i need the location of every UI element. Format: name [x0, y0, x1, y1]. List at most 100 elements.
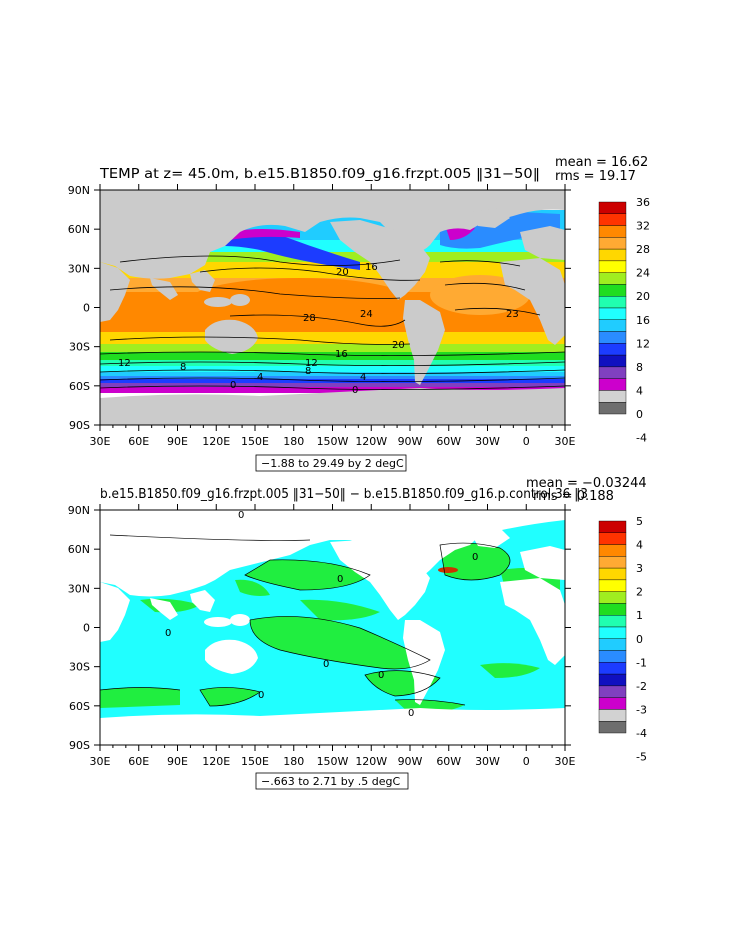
- panel2-contours: [100, 534, 511, 707]
- colorbar-label: 12: [636, 337, 650, 350]
- panel1-range-box: [255, 454, 407, 472]
- colorbar-swatch: [598, 544, 627, 557]
- x-tick-label: 60W: [436, 435, 461, 448]
- colorbar-swatch: [598, 284, 627, 297]
- colorbar-label: 0: [636, 633, 643, 646]
- colorbar-label: 1: [636, 609, 643, 622]
- y-tick-label: 60N: [68, 223, 90, 236]
- panel2-map: 0 0 0 0 0 0 0 0: [100, 510, 565, 745]
- colorbar-swatch: [598, 673, 627, 687]
- y-tick-label: 90N: [68, 504, 90, 517]
- y-tick-label: 60N: [68, 543, 90, 556]
- colorbar-swatch: [598, 248, 627, 262]
- contour-label: 16: [335, 349, 348, 360]
- y-tick-label: 90S: [69, 739, 90, 752]
- contour-label: 0: [230, 380, 236, 391]
- colorbar-swatch: [598, 201, 627, 214]
- panel2-title: b.e15.B1850.f09_g16.frzpt.005 ‖31−50‖ − …: [100, 487, 588, 502]
- x-tick-label: 30E: [90, 755, 111, 768]
- colorbar-swatch: [598, 390, 627, 403]
- colorbar-swatch: [598, 579, 627, 592]
- x-tick-label: 90W: [398, 755, 423, 768]
- contour-label: 8: [180, 362, 186, 373]
- x-tick-label: 60W: [436, 755, 461, 768]
- contour-label: 28: [303, 313, 316, 324]
- contour-label: 12: [118, 358, 131, 369]
- colorbar-swatch: [598, 225, 627, 238]
- colorbar-label: -4: [636, 432, 647, 445]
- y-tick-label: 30N: [68, 262, 90, 275]
- panel1-map: 16 20 28 24 20 16 12 8 4 0 0 23 12 8 4: [100, 190, 565, 425]
- contour-label: 0: [408, 708, 414, 719]
- colorbar-label: -2: [636, 680, 647, 693]
- contour-label: 12: [305, 358, 318, 369]
- colorbar-label: -4: [636, 727, 647, 740]
- y-tick-label: 60S: [69, 380, 90, 393]
- panel2-land: [100, 510, 565, 745]
- colorbar-swatch: [598, 567, 627, 581]
- x-tick-label: 120E: [202, 435, 230, 448]
- contour-label: 0: [337, 574, 343, 585]
- colorbar-label: 0: [636, 408, 643, 421]
- y-tick-label: 30S: [69, 661, 90, 674]
- x-tick-label: 90E: [167, 755, 188, 768]
- contour-label: 23: [506, 309, 519, 320]
- contour-label: 0: [323, 659, 329, 670]
- panel-difference: b.e15.B1850.f09_g16.frzpt.005 ‖31−50‖ − …: [68, 476, 647, 790]
- x-tick-label: 180: [283, 755, 304, 768]
- contour-label: 0: [472, 552, 478, 563]
- x-tick-label: 150W: [317, 755, 349, 768]
- colorbar-label: 24: [636, 267, 650, 280]
- panel2-contour-labels: 0 0 0 0 0 0 0 0: [165, 510, 478, 719]
- panel1-title: TEMP at z= 45.0m, b.e15.B1850.f09_g16.fr…: [99, 167, 540, 182]
- colorbar-label: 20: [636, 290, 650, 303]
- contour-label: 0: [352, 385, 358, 396]
- colorbar-swatch: [598, 721, 627, 734]
- contour-label: 20: [336, 267, 349, 278]
- panel1-mean: mean = 16.62: [555, 155, 648, 170]
- y-tick-label: 30S: [69, 341, 90, 354]
- y-tick-label: 0: [83, 302, 90, 315]
- contour-label: 0: [378, 670, 384, 681]
- panel2-range-box: [255, 772, 409, 790]
- contour-label: 20: [392, 340, 405, 351]
- contour-label: 0: [238, 510, 244, 521]
- x-tick-label: 30E: [555, 755, 576, 768]
- colorbar-swatch: [598, 697, 627, 710]
- colorbar-swatch: [598, 591, 627, 604]
- colorbar-label: 4: [636, 384, 643, 397]
- colorbar-swatch: [598, 662, 627, 675]
- x-tick-label: 0: [523, 435, 530, 448]
- x-tick-label: 150W: [317, 435, 349, 448]
- colorbar-label: 16: [636, 314, 650, 327]
- x-tick-label: 150E: [241, 755, 269, 768]
- colorbar-swatch: [598, 520, 627, 533]
- x-tick-label: 90E: [167, 435, 188, 448]
- x-tick-label: 60E: [128, 755, 149, 768]
- colorbar-label: 2: [636, 586, 643, 599]
- contour-label: 4: [257, 372, 263, 383]
- colorbar-swatch: [598, 307, 627, 320]
- colorbar-swatch: [598, 615, 627, 628]
- x-tick-label: 30E: [90, 435, 111, 448]
- colorbar-label: -5: [636, 751, 647, 764]
- panel1-rms: rms = 19.17: [555, 169, 636, 184]
- colorbar-swatch: [598, 556, 627, 569]
- colorbar-swatch: [598, 626, 627, 639]
- panel1-contours: [100, 255, 565, 390]
- x-tick-label: 180: [283, 435, 304, 448]
- colorbar-label: 3: [636, 562, 643, 575]
- panel2-range-label: −.663 to 2.71 by .5 degC: [261, 775, 400, 788]
- x-tick-label: 60E: [128, 435, 149, 448]
- x-tick-label: 150E: [241, 435, 269, 448]
- colorbar-label: 8: [636, 361, 643, 374]
- x-tick-label: 0: [523, 755, 530, 768]
- x-tick-label: 120E: [202, 755, 230, 768]
- panel2-axes: 30E 60E 90E 120E 150E 180 150W 120W 90W 60W 30W 0 30…: [68, 504, 576, 768]
- contour-label: 8: [305, 366, 311, 377]
- colorbar-swatch: [598, 343, 627, 356]
- y-tick-label: 30N: [68, 582, 90, 595]
- panel2-mean: mean = −0.03244: [526, 476, 647, 491]
- contour-label: 0: [165, 628, 171, 639]
- colorbar-swatch: [598, 378, 627, 391]
